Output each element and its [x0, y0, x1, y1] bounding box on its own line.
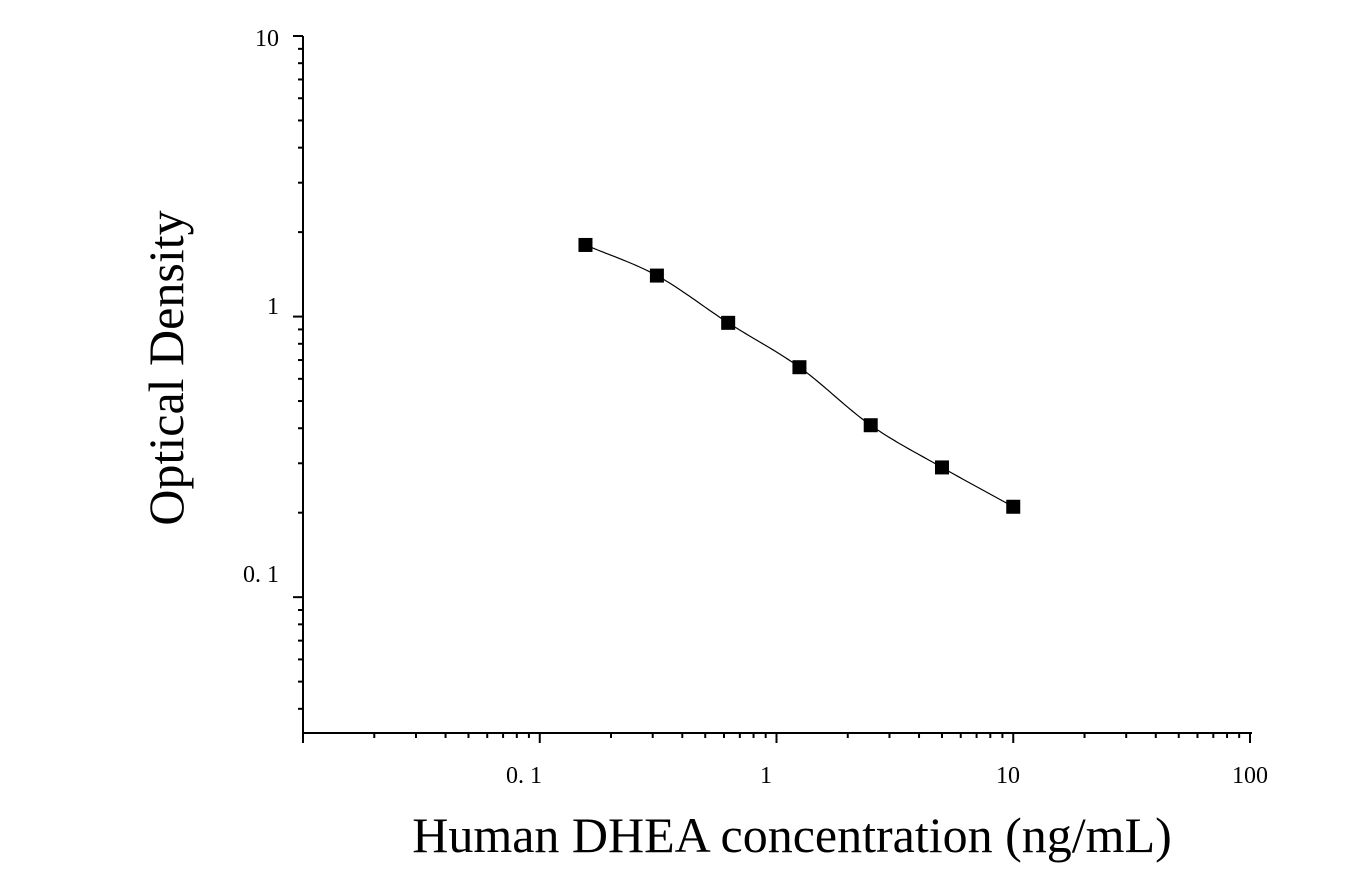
axis-tick-labels: 0. 1 1 10 100 10 1 0. 1: [243, 26, 1268, 789]
data-point: [1006, 499, 1021, 514]
axes: [302, 36, 1252, 734]
axis-ticks: [293, 35, 1251, 743]
data-markers: [578, 237, 1021, 514]
x-tick-label: 10: [996, 763, 1020, 789]
x-axis-title: Human DHEA concentration (ng/mL): [412, 807, 1172, 863]
data-point: [934, 460, 949, 475]
y-axis-title: Optical Density: [138, 210, 194, 525]
x-tick-label: 1: [760, 763, 772, 789]
y-tick-label: 1: [267, 294, 279, 320]
data-point: [649, 268, 664, 283]
fit-curve: [585, 244, 1014, 508]
data-point: [578, 237, 593, 252]
data-point: [863, 418, 878, 433]
x-tick-label: 0. 1: [506, 763, 542, 789]
data-point: [721, 315, 736, 330]
fit-curve-group: [585, 244, 1014, 508]
x-tick-label: 100: [1232, 763, 1268, 789]
y-tick-label: 0. 1: [243, 562, 279, 588]
y-tick-label: 10: [255, 26, 279, 52]
data-point: [792, 360, 807, 375]
